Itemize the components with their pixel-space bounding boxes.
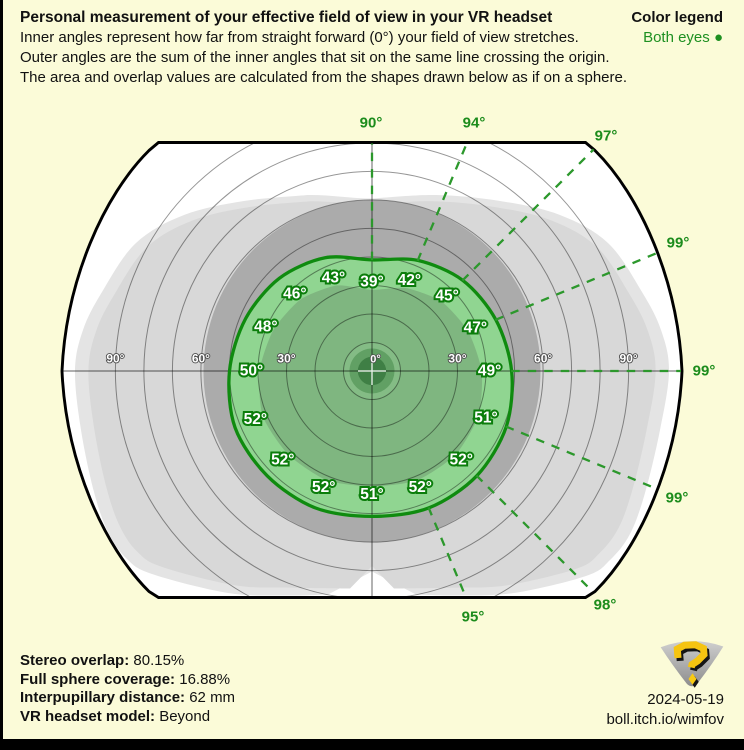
svg-text:90°: 90° — [106, 352, 124, 366]
svg-text:52°: 52° — [409, 479, 432, 496]
svg-text:99°: 99° — [693, 363, 716, 380]
svg-text:99°: 99° — [667, 235, 690, 252]
svg-text:52°: 52° — [271, 452, 294, 469]
svg-text:43°: 43° — [322, 270, 345, 287]
svg-text:51°: 51° — [360, 486, 383, 503]
svg-text:52°: 52° — [312, 479, 335, 496]
svg-text:95°: 95° — [462, 609, 485, 626]
svg-text:49°: 49° — [478, 363, 501, 380]
svg-text:90°: 90° — [620, 352, 638, 366]
svg-text:39°: 39° — [360, 273, 383, 290]
svg-text:60°: 60° — [192, 352, 210, 366]
svg-text:98°: 98° — [594, 597, 617, 614]
svg-text:99°: 99° — [666, 490, 689, 507]
svg-text:30°: 30° — [448, 352, 466, 366]
svg-text:47°: 47° — [464, 320, 487, 337]
svg-text:97°: 97° — [595, 128, 618, 145]
svg-text:45°: 45° — [435, 287, 458, 304]
svg-text:46°: 46° — [283, 285, 306, 302]
svg-text:48°: 48° — [254, 319, 277, 336]
svg-text:52°: 52° — [244, 411, 267, 428]
svg-text:50°: 50° — [240, 363, 263, 380]
svg-text:90°: 90° — [360, 115, 383, 132]
svg-text:52°: 52° — [449, 452, 472, 469]
svg-text:30°: 30° — [277, 352, 295, 366]
svg-text:42°: 42° — [398, 272, 421, 289]
svg-text:0°: 0° — [370, 354, 381, 366]
svg-text:51°: 51° — [474, 410, 497, 427]
svg-text:94°: 94° — [463, 115, 486, 132]
svg-text:60°: 60° — [534, 352, 552, 366]
